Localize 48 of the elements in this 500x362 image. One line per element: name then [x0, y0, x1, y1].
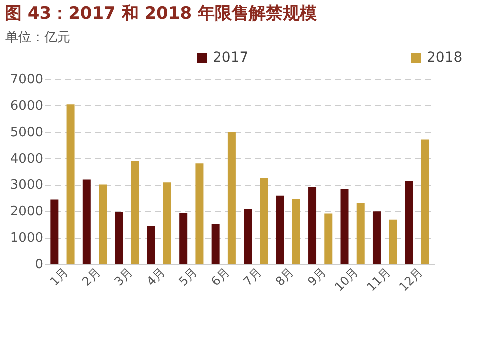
- x-tick-label: 3月: [112, 265, 136, 289]
- x-tick-label: 9月: [305, 265, 330, 289]
- y-axis-title: 单位：亿元: [6, 30, 70, 46]
- bar: [340, 189, 349, 264]
- bar: [212, 224, 220, 264]
- bar: [180, 213, 188, 264]
- legend-label: 2018: [427, 50, 463, 66]
- bar: [244, 210, 252, 264]
- y-tick-label: 4000: [10, 152, 44, 167]
- y-tick-label: 3000: [10, 178, 44, 194]
- y-tick-label: 1000: [10, 231, 44, 246]
- bar: [260, 178, 268, 264]
- x-tick-label: 12月: [396, 265, 426, 294]
- chart-title: 图 43：2017 和 2018 年限售解禁规模: [5, 4, 317, 24]
- bar: [356, 203, 365, 264]
- bar: [131, 161, 140, 264]
- x-tick-label: 8月: [273, 265, 297, 289]
- y-tick-label: 0: [35, 258, 44, 272]
- bar: [163, 182, 172, 264]
- y-tick-label: 2000: [10, 204, 44, 220]
- bar: [292, 199, 300, 264]
- bar: [82, 180, 91, 264]
- y-tick-label: 5000: [10, 125, 44, 140]
- bar: [115, 212, 124, 264]
- x-tick-label: 5月: [176, 265, 200, 289]
- bar: [372, 212, 381, 264]
- y-tick-label: 6000: [10, 98, 44, 114]
- x-tick-label: 2月: [80, 265, 104, 289]
- bar: [389, 220, 398, 264]
- y-tick-label: 7000: [10, 72, 44, 88]
- bar: [147, 226, 156, 264]
- x-tick-label: 10月: [332, 265, 362, 294]
- bar: [308, 187, 317, 264]
- bar: [66, 104, 75, 264]
- x-tick-label: 7月: [240, 265, 265, 289]
- x-tick-label: 1月: [47, 265, 72, 289]
- bar: [228, 132, 236, 264]
- x-tick-label: 11月: [364, 265, 394, 294]
- bar: [50, 200, 59, 264]
- x-tick-label: 6月: [208, 265, 232, 289]
- bar: [99, 184, 108, 264]
- bar: [324, 214, 333, 264]
- bar: [421, 140, 430, 264]
- bar: [276, 196, 284, 264]
- x-tick-label: 4月: [144, 265, 168, 289]
- bar: [405, 182, 414, 264]
- bar: [196, 164, 204, 264]
- legend-label: 2017: [213, 50, 249, 66]
